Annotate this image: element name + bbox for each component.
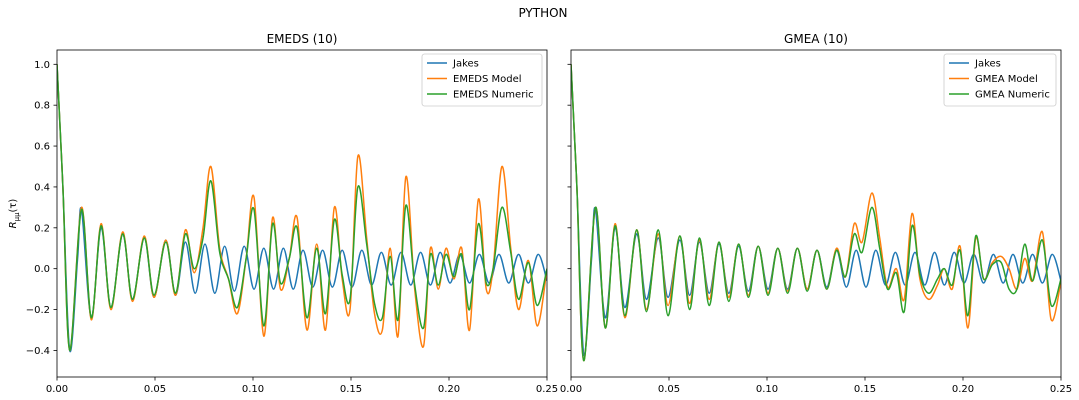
y-tick-label: 0.8	[34, 101, 50, 112]
x-tick-label: 0.05	[144, 384, 166, 395]
x-tick-label: 0.10	[756, 384, 778, 395]
chart-title: GMEA (10)	[784, 32, 848, 46]
x-tick-label: 0.05	[658, 384, 680, 395]
x-tick-label: 0.15	[340, 384, 362, 395]
legend-label: GMEA Model	[975, 74, 1038, 85]
legend-label: Jakes	[974, 59, 1001, 70]
chart-panel-1: EMEDS (10) 0.00 0.05 0.10 0.15 0.20 0.25 −0.4 −0…	[8, 32, 558, 395]
x-tick-label: 0.15	[854, 384, 876, 395]
legend-label: EMEDS Model	[453, 74, 522, 85]
y-tick-label: 0.0	[34, 264, 50, 275]
series-group	[57, 64, 547, 353]
x-tick-label: 0.00	[560, 384, 582, 395]
axes-frame	[56, 49, 548, 378]
y-tick-label: 0.4	[34, 182, 50, 193]
x-tick-label: 0.10	[242, 384, 264, 395]
legend-label: GMEA Numeric	[975, 90, 1050, 101]
legend: Jakes GMEA Model GMEA Numeric	[943, 53, 1057, 107]
legend-label: Jakes	[452, 59, 479, 70]
legend: Jakes EMEDS Model EMEDS Numeric	[421, 53, 543, 107]
chart-panel-2: GMEA (10) 0.00 0.05 0.10 0.15 0.20 0.25 Jakes GM…	[560, 32, 1072, 395]
chart-title: EMEDS (10)	[267, 32, 338, 46]
axes-frame	[570, 49, 1062, 378]
series-line-gmea-numeric	[571, 64, 1061, 362]
x-tick-label: 0.20	[952, 384, 974, 395]
legend-box	[421, 53, 543, 107]
y-tick-label: 0.6	[34, 142, 50, 153]
series-group	[571, 64, 1061, 362]
legend-box	[943, 53, 1057, 107]
legend-label: EMEDS Numeric	[453, 90, 534, 101]
series-line-emeds-numeric	[57, 64, 547, 352]
y-tick-label: 0.2	[34, 223, 50, 234]
y-tick-label: 1.0	[34, 60, 50, 71]
y-axis-label: Rμμ(τ)	[8, 199, 21, 229]
x-tick-label: 0.00	[46, 384, 68, 395]
x-tick-label: 0.20	[438, 384, 460, 395]
figure-title: PYTHON	[518, 6, 567, 20]
x-tick-label: 0.25	[1050, 384, 1072, 395]
x-tick-label: 0.25	[536, 384, 558, 395]
y-tick-label: −0.2	[26, 305, 50, 316]
y-tick-label: −0.4	[26, 346, 50, 357]
